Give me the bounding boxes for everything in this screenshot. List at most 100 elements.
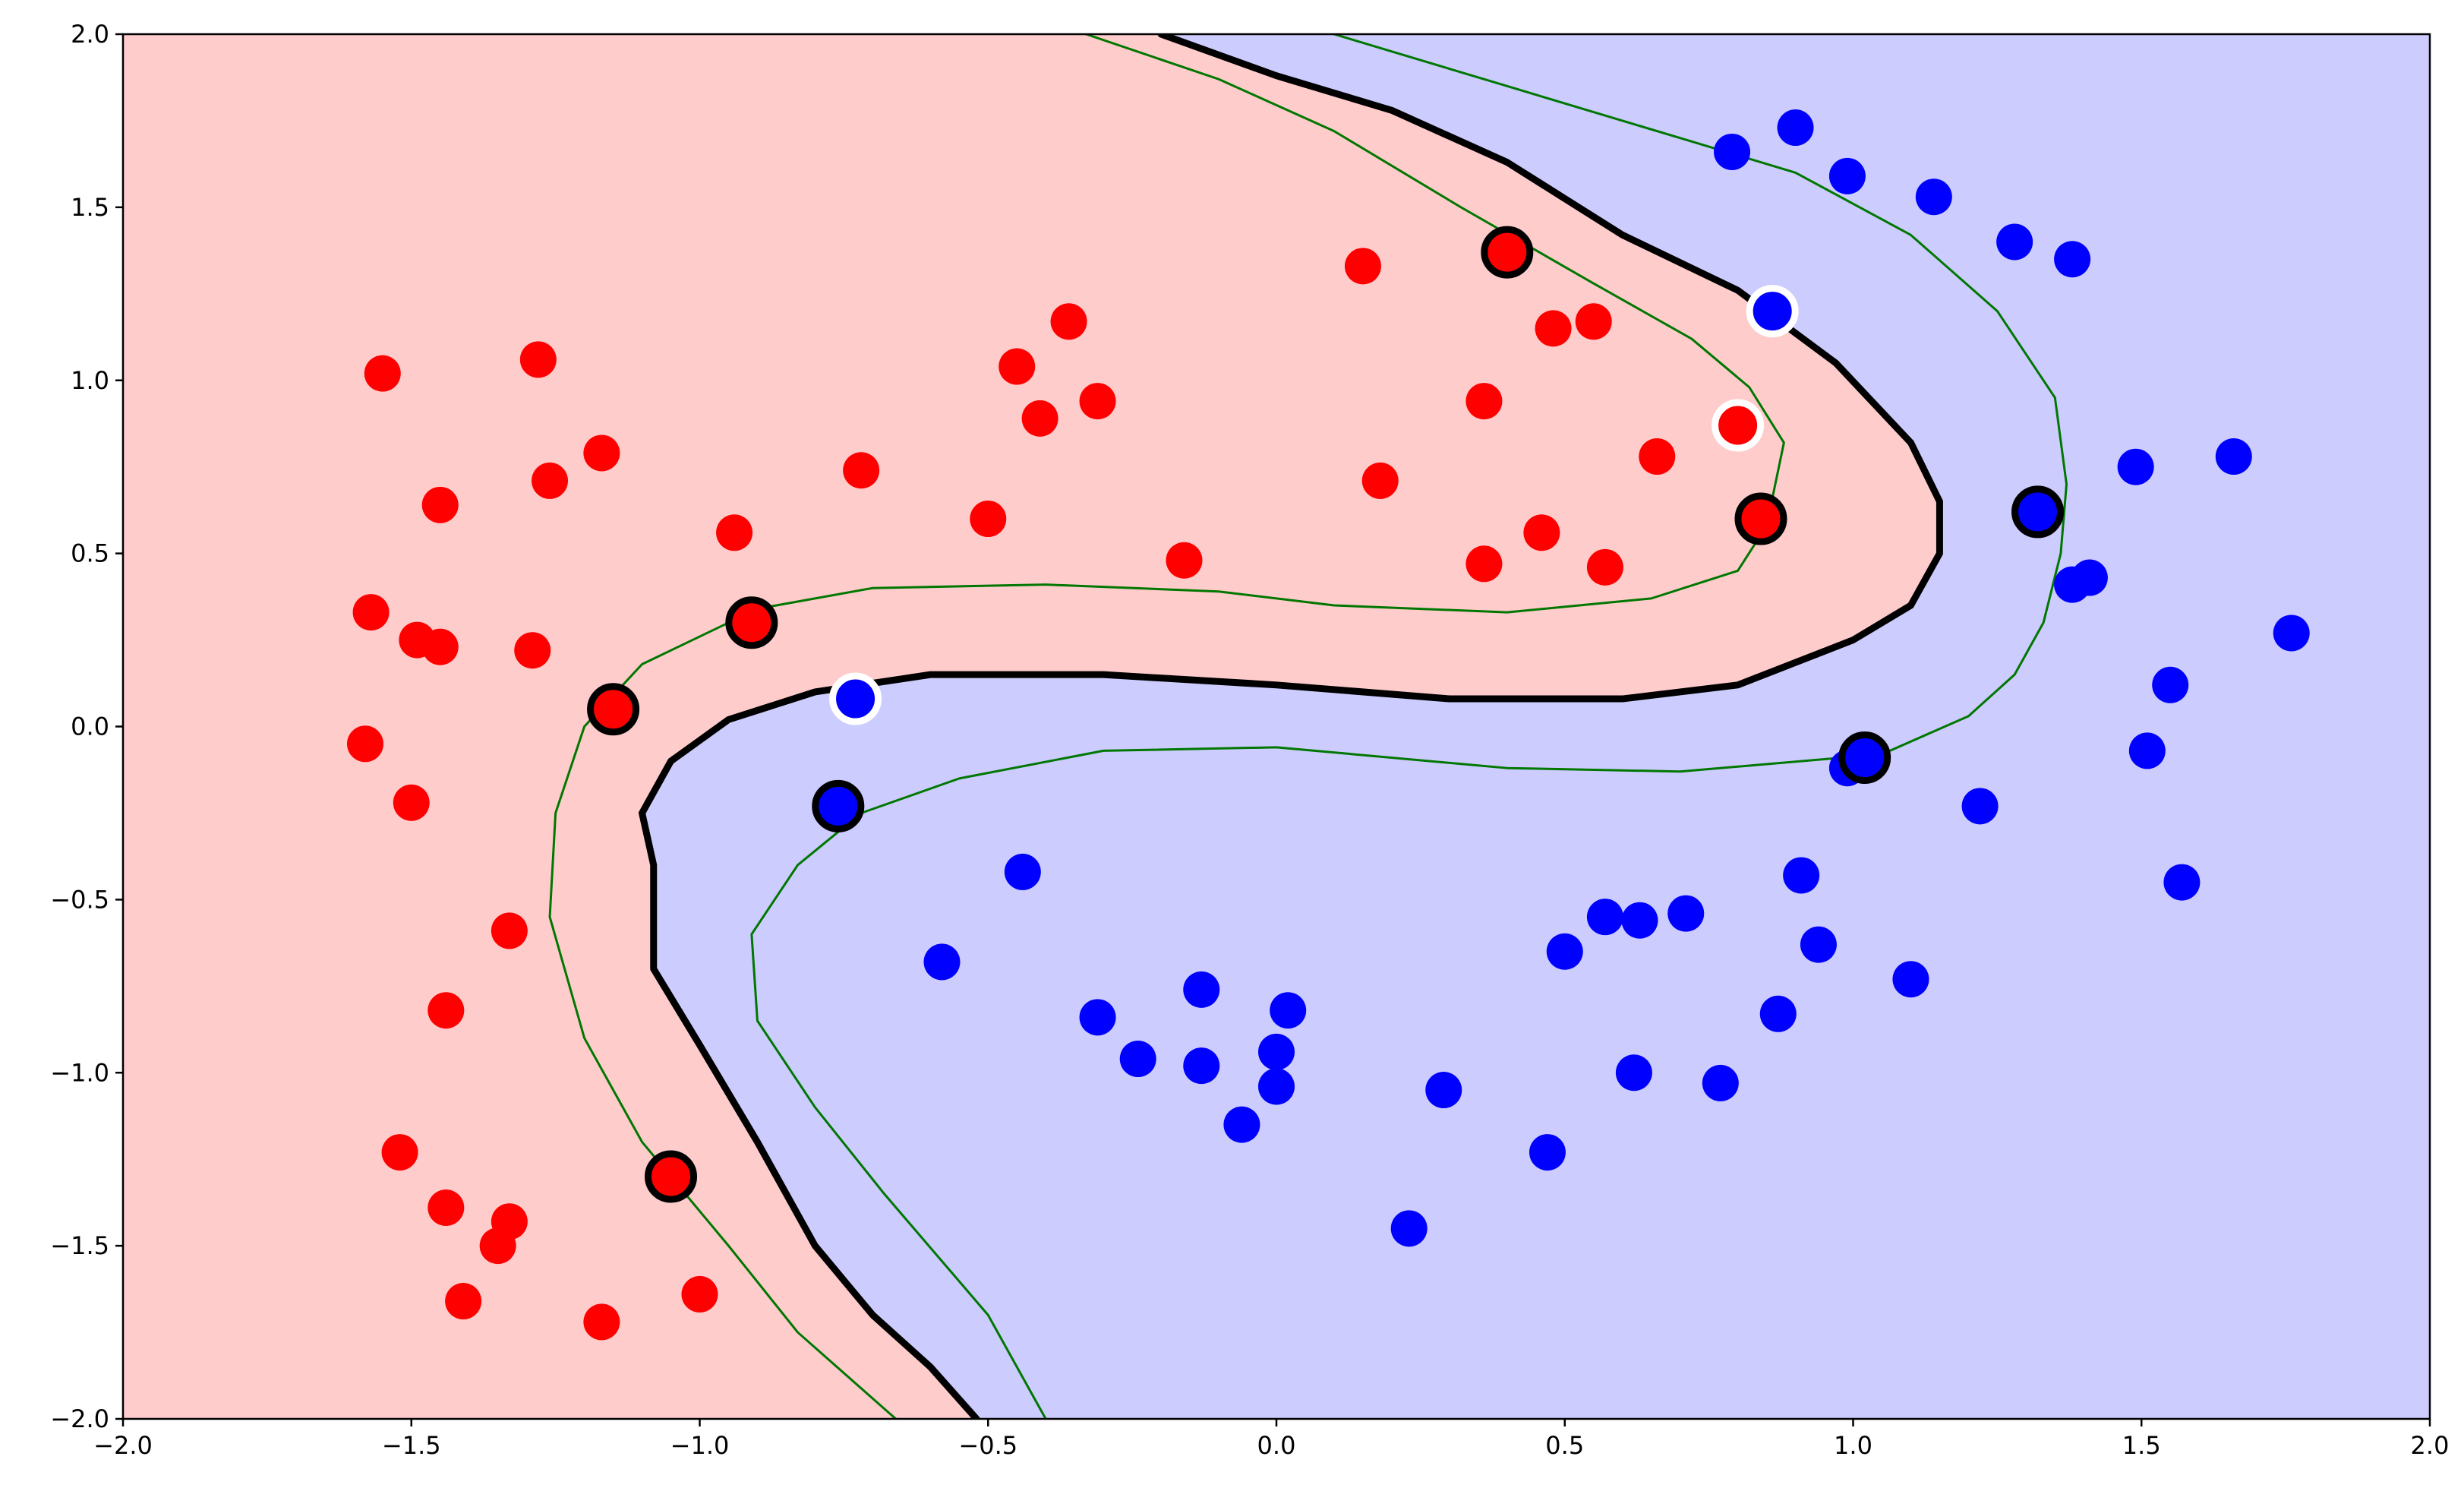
red-point (427, 992, 465, 1029)
red-point (1575, 303, 1612, 340)
red-point (532, 462, 569, 499)
red-support-vector (1481, 226, 1534, 279)
red-point (1465, 545, 1503, 583)
red-point (479, 1227, 516, 1265)
blue-point (1759, 995, 1797, 1032)
x-tick-label: −1.5 (382, 1431, 441, 1460)
blue-point (1961, 788, 1999, 825)
blue-point (1915, 178, 1952, 216)
red-point (1079, 383, 1116, 420)
red-point (1639, 438, 1676, 475)
red-point (352, 594, 390, 631)
red-point (1465, 383, 1503, 420)
blue-point (1390, 1210, 1428, 1247)
x-tick-label: −1.0 (670, 1431, 730, 1460)
red-point (999, 348, 1036, 385)
blue-point (1119, 1041, 1156, 1078)
blue-point (1800, 926, 1837, 963)
red-point (519, 341, 557, 378)
red-support-vector (645, 1150, 698, 1203)
red-point (1535, 310, 1572, 347)
blue-point (2071, 559, 2108, 596)
blue-point (2054, 241, 2091, 278)
blue-point (1258, 1033, 1295, 1070)
blue-point (1828, 157, 1866, 194)
blue-point (2215, 438, 2252, 475)
red-point (583, 1303, 620, 1341)
red-point (1166, 542, 1203, 579)
y-tick-label: −2.0 (50, 1404, 109, 1433)
red-support-vector (1712, 399, 1765, 452)
blue-support-vector (1838, 731, 1891, 785)
red-point (1050, 303, 1087, 340)
blue-point (923, 943, 961, 981)
x-tick-label: 0.0 (1257, 1431, 1296, 1460)
red-support-vector (1734, 492, 1787, 545)
blue-point (1425, 1072, 1462, 1109)
blue-point (1892, 961, 1929, 998)
decision-curves (548, 34, 2068, 1419)
axes: −2.0 −1.5 −1.0 −0.5 0.0 0.5 1.0 1.5 2.0 2.0 1.5 1.0… (50, 20, 2449, 1460)
blue-point (1004, 853, 1041, 890)
y-tick-label: 0.5 (71, 539, 109, 568)
blue-point (1777, 109, 1814, 147)
x-tick-label: −2.0 (93, 1431, 153, 1460)
red-point (681, 1275, 718, 1313)
x-tick-label: 1.0 (1834, 1431, 1872, 1460)
red-point (381, 1134, 418, 1171)
y-tick-label: 1.0 (71, 366, 109, 395)
red-point (1586, 548, 1623, 586)
red-point (421, 628, 459, 665)
red-support-vector (587, 683, 640, 736)
y-tick-label: −0.5 (50, 885, 109, 914)
blue-point (1079, 999, 1116, 1036)
x-tick-label: 0.5 (1545, 1431, 1584, 1460)
y-tick-label: 1.5 (71, 193, 109, 222)
x-tick-label: 2.0 (2411, 1431, 2450, 1460)
blue-point (1714, 133, 1751, 170)
blue-point (1258, 1068, 1295, 1105)
red-point (1021, 400, 1058, 437)
red-point (1523, 514, 1560, 551)
blue-point (1621, 902, 1658, 939)
blue-support-vector (812, 779, 865, 832)
red-point (1344, 248, 1381, 285)
blue-point (1183, 1047, 1220, 1085)
blue-point (1667, 895, 1705, 932)
blue-support-vector (1746, 285, 1799, 338)
red-point (421, 486, 459, 523)
red-region (123, 34, 1940, 1419)
blue-point (1615, 1054, 1652, 1092)
margin-line-lower (750, 34, 2068, 1419)
decision-regions (123, 34, 2430, 1419)
red-point (843, 452, 880, 489)
y-tick-label: 0.0 (71, 712, 109, 741)
red-point (364, 355, 401, 392)
blue-point (1546, 933, 1583, 970)
red-point (1361, 462, 1399, 499)
blue-point (1783, 857, 1820, 894)
blue-point (2128, 732, 2166, 769)
red-point (346, 725, 383, 763)
red-point (393, 784, 430, 821)
y-tick-label: −1.0 (50, 1058, 109, 1087)
blue-point (2163, 864, 2201, 901)
red-support-vector (725, 596, 778, 649)
margin-line-upper (548, 34, 1785, 1419)
blue-support-vector (829, 672, 882, 725)
blue-point (1183, 971, 1220, 1008)
red-point (427, 1189, 465, 1226)
blue-point (1223, 1106, 1260, 1143)
blue-point (2117, 448, 2154, 485)
x-tick-label: −0.5 (958, 1431, 1017, 1460)
red-point (491, 912, 528, 949)
blue-point (1529, 1134, 1566, 1171)
blue-support-vector (2011, 485, 2065, 539)
blue-point (1586, 899, 1623, 936)
data-points (346, 109, 2310, 1341)
decision-boundary-line (639, 34, 1943, 1419)
blue-point (1270, 992, 1307, 1029)
blue-point (2152, 666, 2189, 703)
y-tick-label: 2.0 (71, 20, 109, 49)
